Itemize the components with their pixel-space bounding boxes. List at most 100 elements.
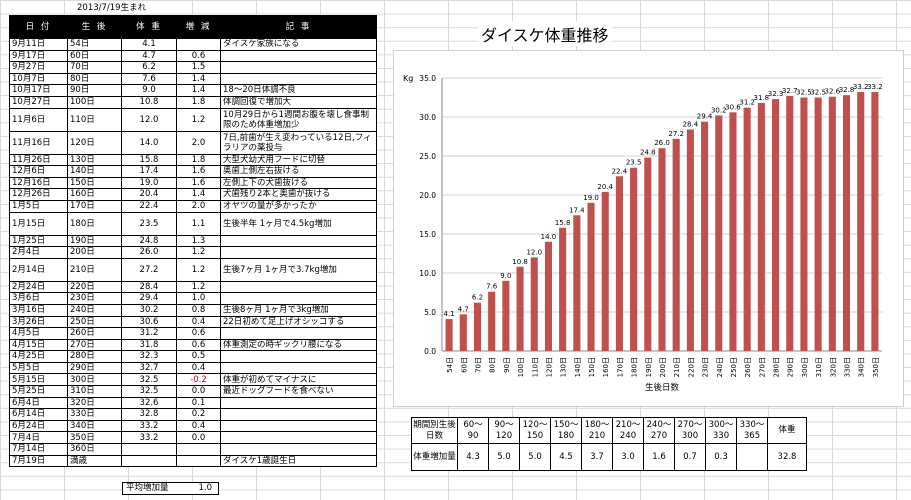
table-row: 4月25日 280日 32.3 0.5 bbox=[9, 350, 377, 363]
x-tick-label: 90日 bbox=[503, 357, 511, 373]
cell-date: 6月4日 bbox=[9, 396, 68, 410]
cell-weight: 22.4 bbox=[121, 199, 177, 213]
x-axis-label: 生後日数 bbox=[645, 382, 680, 393]
cell-date: 4月15日 bbox=[9, 338, 68, 352]
cell-age: 54日 bbox=[67, 38, 122, 51]
summary-total-value: 32.8 bbox=[767, 443, 807, 471]
cell-date: 12月6日 bbox=[9, 165, 68, 178]
log-header-row: 日 付生 後体 重増 減記 事 bbox=[9, 15, 377, 39]
cell-note bbox=[220, 72, 377, 86]
summary-period-cell: 270～300 bbox=[674, 417, 706, 444]
x-tick-label: 310日 bbox=[815, 357, 823, 377]
table-row: 3月16日 240日 30.2 0.8 生後8ヶ月 1ヶ月で3kg増加 bbox=[9, 303, 377, 317]
chart-bar bbox=[842, 95, 851, 351]
cell-age: 340日 bbox=[67, 419, 122, 433]
table-row: 4月5日 260日 31.2 0.6 bbox=[9, 327, 377, 340]
period-summary-table: 期間別生後日数 60～90 90～120 120～150 150～180 180～210 2… bbox=[411, 417, 807, 471]
chart-bar bbox=[516, 266, 524, 351]
table-row: 12月26日 160日 20.4 1.4 犬歯残り2本と奥歯が抜ける bbox=[9, 188, 377, 201]
table-row: 3月6日 230日 29.4 1.0 bbox=[9, 292, 377, 305]
y-tick-label: 5.0 bbox=[424, 308, 436, 317]
cell-note: 体重測定の時ギックリ腰になる bbox=[220, 338, 377, 352]
cell-diff: 0.6 bbox=[176, 327, 221, 340]
summary-gain-cell: 1.6 bbox=[643, 443, 675, 471]
cell-weight: 7.6 bbox=[121, 72, 177, 86]
x-tick-label: 170日 bbox=[616, 357, 624, 377]
cell-diff: 0.4 bbox=[176, 315, 221, 329]
table-row: 7月4日 350日 33.2 0.0 bbox=[9, 431, 377, 445]
chart-bar bbox=[587, 202, 595, 351]
cell-diff: 1.5 bbox=[176, 61, 221, 74]
cell-diff: 1.3 bbox=[176, 234, 221, 248]
chart-bar bbox=[800, 97, 808, 351]
x-tick-label: 120日 bbox=[545, 357, 553, 377]
summary-period-cell: 330～365 bbox=[736, 417, 768, 444]
cell-note bbox=[220, 396, 377, 410]
cell-weight: 10.8 bbox=[121, 95, 177, 109]
cell-note bbox=[220, 443, 377, 456]
summary-period-cell: 120～150 bbox=[519, 417, 551, 444]
cell-age: 300日 bbox=[67, 373, 122, 387]
table-row: 7月19日 満歳 ダイスケ1歳誕生日 bbox=[9, 454, 377, 468]
x-tick-label: 240日 bbox=[716, 357, 724, 377]
cell-note bbox=[220, 431, 377, 445]
data-label: 24.8 bbox=[640, 149, 656, 157]
chart-bar bbox=[828, 96, 836, 351]
data-label: 12.0 bbox=[526, 248, 542, 256]
x-tick-label: 320日 bbox=[829, 357, 837, 377]
cell-note: 体重が初めてマイナスに bbox=[220, 373, 377, 387]
cell-weight: 14.0 bbox=[121, 130, 177, 155]
cell-date: 10月7日 bbox=[9, 72, 68, 86]
chart-bar bbox=[686, 129, 694, 351]
x-tick-label: 290日 bbox=[787, 357, 795, 377]
cell-age: 100日 bbox=[67, 95, 122, 109]
cell-note bbox=[220, 49, 377, 63]
cell-note: 奥歯上側左右抜ける bbox=[220, 165, 377, 178]
cell-age: 260日 bbox=[67, 327, 122, 340]
chart-bar bbox=[814, 97, 822, 351]
cell-weight: 19.0 bbox=[121, 176, 177, 190]
chart-bar bbox=[658, 148, 666, 351]
x-tick-label: 140日 bbox=[574, 357, 582, 377]
y-tick-label: 25.0 bbox=[419, 152, 436, 161]
cell-age: 満歳 bbox=[67, 454, 122, 468]
cell-date: 7月4日 bbox=[9, 431, 68, 445]
y-tick-label: 15.0 bbox=[419, 230, 436, 239]
data-label: 7.6 bbox=[486, 283, 498, 291]
cell-note bbox=[220, 419, 377, 433]
summary-gain-cell: 3.0 bbox=[612, 443, 644, 471]
cell-weight: 32.8 bbox=[121, 408, 177, 421]
cell-weight: 23.5 bbox=[121, 211, 177, 236]
data-label: 14.0 bbox=[541, 233, 557, 241]
cell-weight bbox=[121, 454, 177, 468]
cell-date: 4月5日 bbox=[9, 327, 68, 340]
cell-age: 80日 bbox=[67, 72, 122, 86]
table-row: 10月27日 100日 10.8 1.8 体調回復で増加大 bbox=[9, 95, 377, 109]
cell-weight: 30.2 bbox=[121, 303, 177, 317]
summary-period-row: 期間別生後日数 60～90 90～120 120～150 150～180 180～210 2… bbox=[411, 417, 807, 444]
chart-bar bbox=[630, 167, 638, 351]
cell-date: 4月25日 bbox=[9, 350, 68, 363]
data-label: 33.2 bbox=[867, 83, 883, 91]
cell-diff bbox=[176, 443, 221, 456]
x-tick-label: 110日 bbox=[531, 357, 539, 377]
x-tick-label: 210日 bbox=[673, 357, 681, 377]
data-label: 19.0 bbox=[583, 194, 599, 202]
table-row: 10月17日 90日 9.0 1.4 18～20日体調不良 bbox=[9, 84, 377, 97]
cell-weight bbox=[121, 443, 177, 456]
cell-age: 270日 bbox=[67, 338, 122, 352]
cell-diff: 0.0 bbox=[176, 385, 221, 398]
summary-gain-cell: 5.0 bbox=[519, 443, 551, 471]
header-diff: 増 減 bbox=[176, 15, 221, 39]
cell-diff: -0.2 bbox=[176, 373, 221, 387]
cell-age: 220日 bbox=[67, 280, 122, 294]
summary-period-cell: 300～330 bbox=[705, 417, 737, 444]
cell-diff: 1.8 bbox=[176, 95, 221, 109]
summary-gain-cell bbox=[736, 443, 768, 471]
cell-age: 120日 bbox=[67, 130, 122, 155]
cell-note: 10月29日から1週間お腹を壊し食事制限のため体重増加少 bbox=[220, 107, 377, 132]
table-row: 10月7日 80日 7.6 1.4 bbox=[9, 72, 377, 86]
cell-weight: 32.6 bbox=[121, 396, 177, 410]
data-label: 20.4 bbox=[597, 183, 613, 191]
cell-weight: 33.2 bbox=[121, 419, 177, 433]
